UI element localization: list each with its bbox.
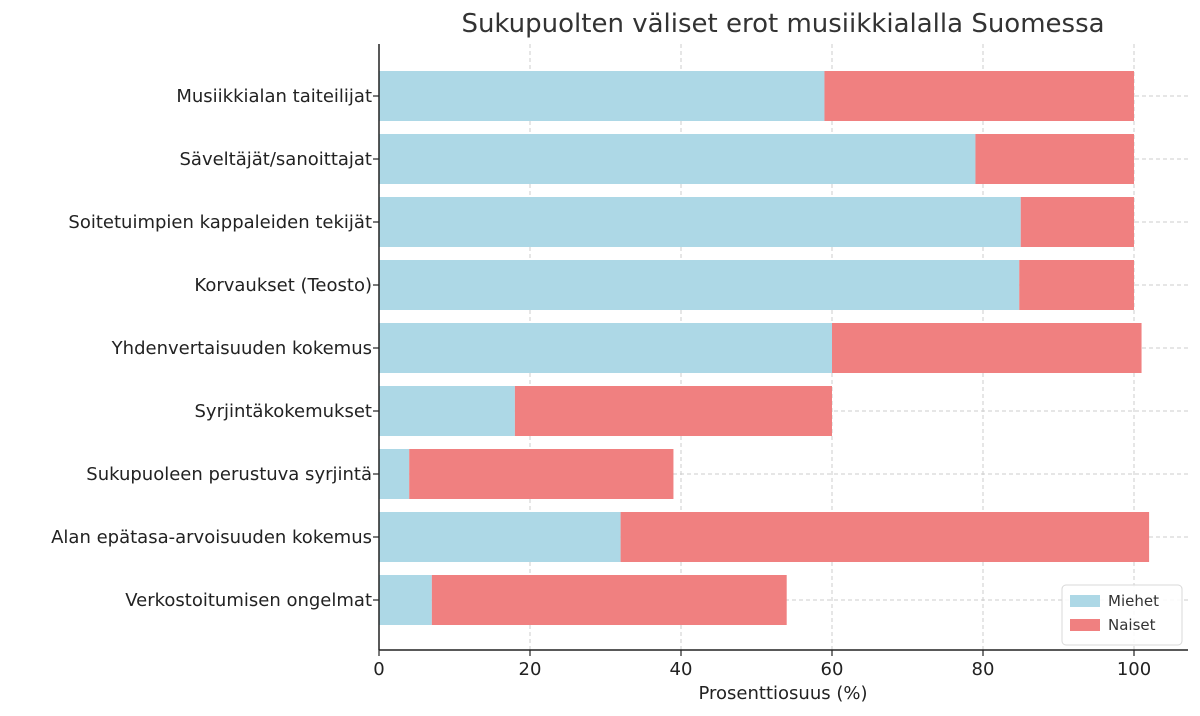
x-tick-label: 0: [373, 659, 384, 680]
bar-miehet-8: [379, 575, 432, 625]
category-label: Verkostoitumisen ongelmat: [125, 590, 372, 611]
bar-miehet-0: [379, 71, 825, 121]
bar-naiset-3: [1019, 260, 1134, 310]
bar-naiset-2: [1020, 197, 1134, 247]
legend-swatch-naiset: [1070, 619, 1100, 631]
x-tick-label: 100: [1117, 659, 1151, 680]
x-axis-label: Prosenttiosuus (%): [699, 683, 868, 704]
bar-naiset-4: [832, 323, 1142, 373]
bar-naiset-6: [409, 449, 674, 499]
legend: Miehet Naiset: [1061, 584, 1183, 646]
category-label: Yhdenvertaisuuden kokemus: [111, 338, 372, 359]
bar-naiset-1: [975, 134, 1134, 184]
x-tick-label: 20: [519, 659, 542, 680]
legend-swatch-miehet: [1070, 595, 1100, 607]
x-tick-label: 80: [972, 659, 995, 680]
x-tick-label: 60: [821, 659, 844, 680]
legend-label-miehet: Miehet: [1108, 592, 1159, 610]
bar-naiset-5: [514, 386, 832, 436]
bar-miehet-4: [379, 323, 832, 373]
bar-miehet-2: [379, 197, 1021, 247]
legend-label-naiset: Naiset: [1108, 616, 1156, 634]
bar-naiset-8: [431, 575, 787, 625]
category-label: Sukupuoleen perustuva syrjintä: [86, 464, 372, 485]
category-label: Musiikkialan taiteilijat: [176, 86, 372, 107]
category-label: Säveltäjät/sanoittajat: [180, 149, 373, 170]
bar-miehet-3: [379, 260, 1020, 310]
bar-miehet-7: [379, 512, 621, 562]
bar-miehet-1: [379, 134, 976, 184]
bar-naiset-0: [824, 71, 1134, 121]
category-label: Alan epätasa-arvoisuuden kokemus: [51, 527, 372, 548]
category-label: Syrjintäkokemukset: [194, 401, 372, 422]
bar-naiset-7: [620, 512, 1150, 562]
category-label: Soitetuimpien kappaleiden tekijät: [68, 212, 372, 233]
x-tick-label: 40: [670, 659, 693, 680]
bar-miehet-6: [379, 449, 410, 499]
category-label: Korvaukset (Teosto): [194, 275, 372, 296]
axes-layer: [373, 44, 1188, 656]
labels-layer: 0 20 40 60 80 100 Musiikkialan taiteilijat Säve…: [51, 86, 1151, 680]
bars-layer: [379, 71, 1150, 625]
bar-miehet-5: [379, 386, 515, 436]
chart-title: Sukupuolten väliset erot musiikkialalla …: [461, 9, 1104, 39]
